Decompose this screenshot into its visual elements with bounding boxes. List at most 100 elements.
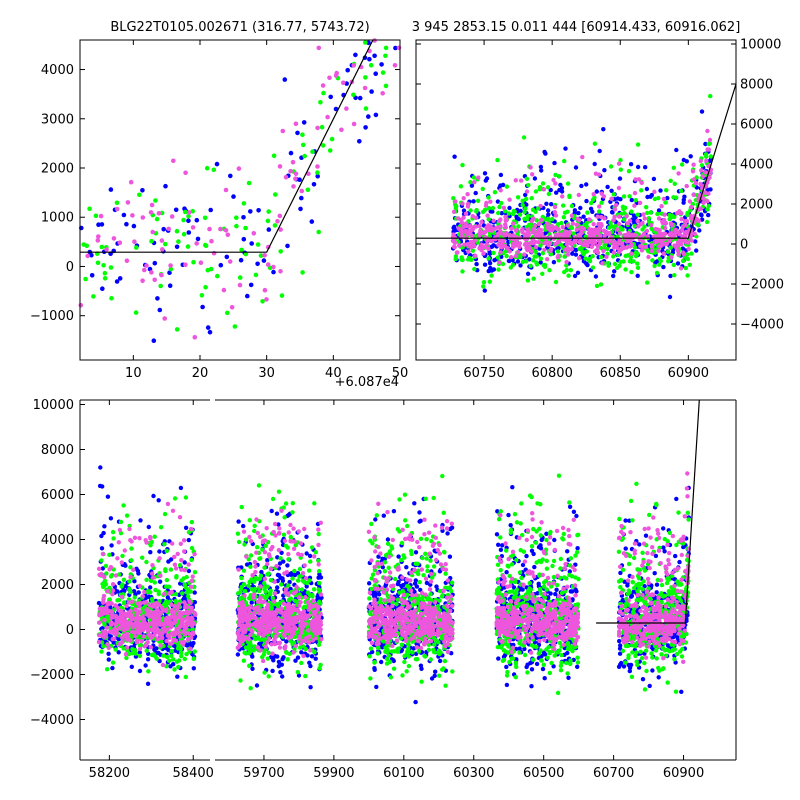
- data-point: [96, 222, 101, 227]
- data-point: [560, 194, 565, 199]
- data-point: [566, 675, 571, 680]
- data-point: [117, 240, 123, 245]
- data-point: [496, 656, 501, 661]
- data-point: [473, 224, 479, 229]
- data-point: [522, 252, 527, 257]
- data-point: [592, 141, 598, 146]
- data-point: [663, 200, 668, 205]
- data-point: [456, 216, 461, 221]
- data-point: [181, 538, 187, 543]
- data-point: [124, 221, 129, 227]
- data-point: [663, 220, 668, 226]
- data-point: [539, 231, 544, 236]
- data-point: [316, 45, 322, 51]
- data-point: [558, 182, 563, 188]
- data-point: [476, 175, 481, 180]
- data-point: [191, 656, 197, 661]
- data-point: [161, 626, 167, 631]
- data-point: [329, 136, 335, 142]
- data-point: [689, 204, 694, 210]
- data-point: [146, 524, 151, 530]
- data-point: [278, 269, 283, 274]
- data-point: [484, 176, 490, 181]
- data-point: [574, 227, 579, 232]
- data-point: [631, 259, 636, 264]
- data-point: [652, 239, 658, 244]
- data-point: [621, 245, 627, 251]
- data-point: [667, 232, 673, 237]
- data-point: [101, 530, 106, 536]
- data-point: [113, 573, 119, 578]
- data-point: [447, 554, 453, 559]
- data-point: [117, 642, 122, 647]
- data-point: [529, 667, 535, 672]
- data-point: [656, 216, 662, 221]
- data-point: [529, 196, 534, 201]
- data-point: [492, 190, 498, 195]
- data-point: [261, 258, 267, 263]
- data-point: [591, 241, 596, 246]
- data-point: [117, 615, 123, 620]
- data-point: [483, 245, 489, 250]
- data-point: [473, 253, 478, 258]
- data-point: [250, 666, 255, 671]
- data-point: [236, 519, 241, 524]
- data-point: [132, 633, 138, 639]
- data-point: [362, 85, 368, 91]
- panel-c-y-tick-label: −2000: [30, 668, 74, 683]
- data-point: [679, 217, 684, 222]
- data-point: [499, 245, 504, 250]
- data-point: [185, 244, 191, 249]
- data-point: [121, 577, 127, 582]
- data-point: [138, 609, 143, 614]
- data-point: [646, 254, 651, 260]
- data-point: [661, 196, 667, 202]
- data-point: [351, 63, 357, 68]
- data-point: [664, 188, 669, 193]
- data-point: [608, 164, 614, 169]
- data-point: [520, 198, 525, 203]
- data-point: [131, 567, 136, 572]
- data-point: [530, 241, 535, 246]
- data-point: [363, 125, 368, 130]
- data-point: [179, 650, 184, 655]
- data-point: [116, 540, 122, 545]
- data-point: [704, 158, 709, 163]
- data-point: [149, 596, 155, 602]
- data-point: [459, 220, 465, 225]
- data-point: [120, 553, 125, 559]
- data-point: [105, 494, 111, 499]
- data-point: [177, 634, 183, 639]
- data-point: [545, 257, 550, 262]
- data-point: [182, 632, 188, 637]
- data-point: [133, 310, 139, 315]
- data-point: [171, 158, 176, 164]
- data-point: [159, 605, 164, 610]
- data-point: [108, 265, 114, 270]
- data-point: [163, 183, 168, 189]
- data-point: [487, 279, 492, 284]
- data-point: [699, 163, 705, 168]
- data-point: [184, 605, 190, 610]
- data-point: [555, 249, 561, 254]
- data-point: [525, 213, 531, 219]
- data-point: [612, 261, 618, 267]
- data-point: [529, 548, 535, 553]
- data-point: [285, 243, 290, 249]
- data-point: [486, 206, 492, 211]
- data-point: [481, 230, 486, 236]
- data-point: [698, 158, 703, 164]
- data-point: [159, 272, 164, 278]
- data-point: [698, 181, 703, 187]
- data-point: [162, 316, 167, 321]
- data-point: [501, 239, 506, 244]
- data-point: [553, 181, 558, 186]
- data-point: [542, 247, 547, 252]
- data-point: [667, 216, 672, 222]
- data-point: [628, 162, 634, 167]
- data-point: [101, 263, 106, 268]
- data-point: [706, 212, 711, 218]
- data-point: [452, 154, 457, 159]
- data-point: [174, 575, 179, 580]
- data-point: [260, 299, 265, 304]
